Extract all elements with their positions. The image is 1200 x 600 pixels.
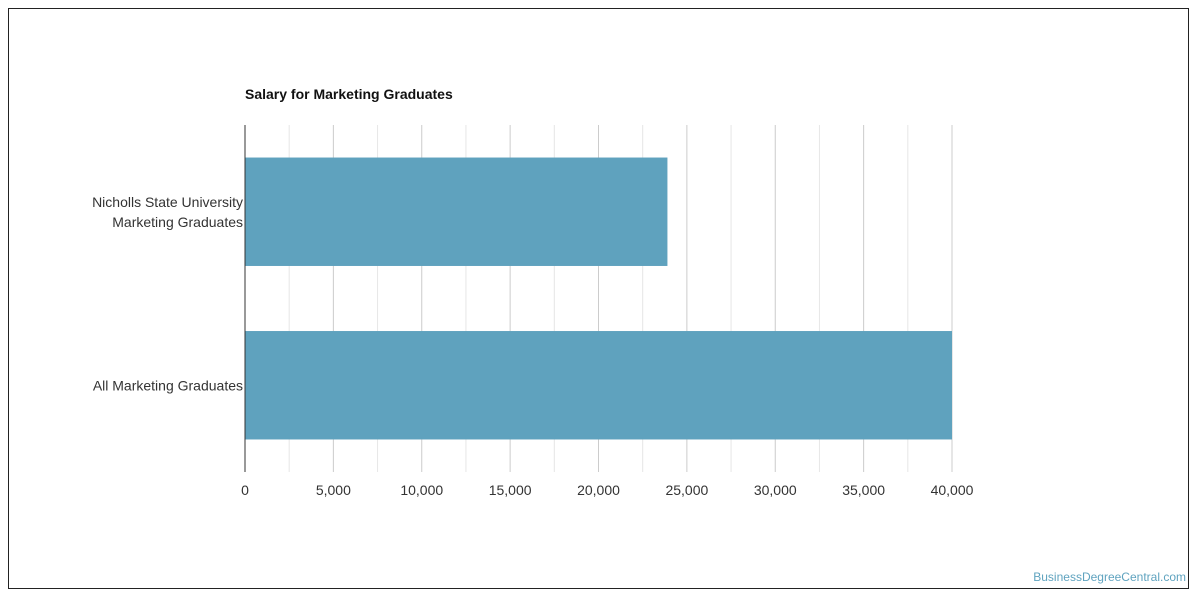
bar — [245, 331, 952, 440]
x-tick-label: 25,000 — [665, 482, 708, 498]
watermark: BusinessDegreeCentral.com — [1033, 570, 1186, 584]
x-tick-label: 20,000 — [577, 482, 620, 498]
x-tick-label: 5,000 — [316, 482, 351, 498]
category-label-line: Marketing Graduates — [112, 214, 243, 230]
x-tick-label: 40,000 — [931, 482, 974, 498]
x-tick-label: 35,000 — [842, 482, 885, 498]
category-label: All Marketing Graduates — [93, 377, 243, 393]
x-tick-label: 0 — [241, 482, 249, 498]
bar — [245, 157, 668, 266]
category-label-line: Nicholls State University — [92, 194, 243, 210]
chart-title: Salary for Marketing Graduates — [245, 86, 453, 102]
x-tick-label: 15,000 — [489, 482, 532, 498]
category-label-line: All Marketing Graduates — [93, 377, 243, 393]
x-tick-label: 10,000 — [400, 482, 443, 498]
x-tick-label: 30,000 — [754, 482, 797, 498]
category-label: Nicholls State University Marketing Gradu… — [92, 194, 243, 230]
